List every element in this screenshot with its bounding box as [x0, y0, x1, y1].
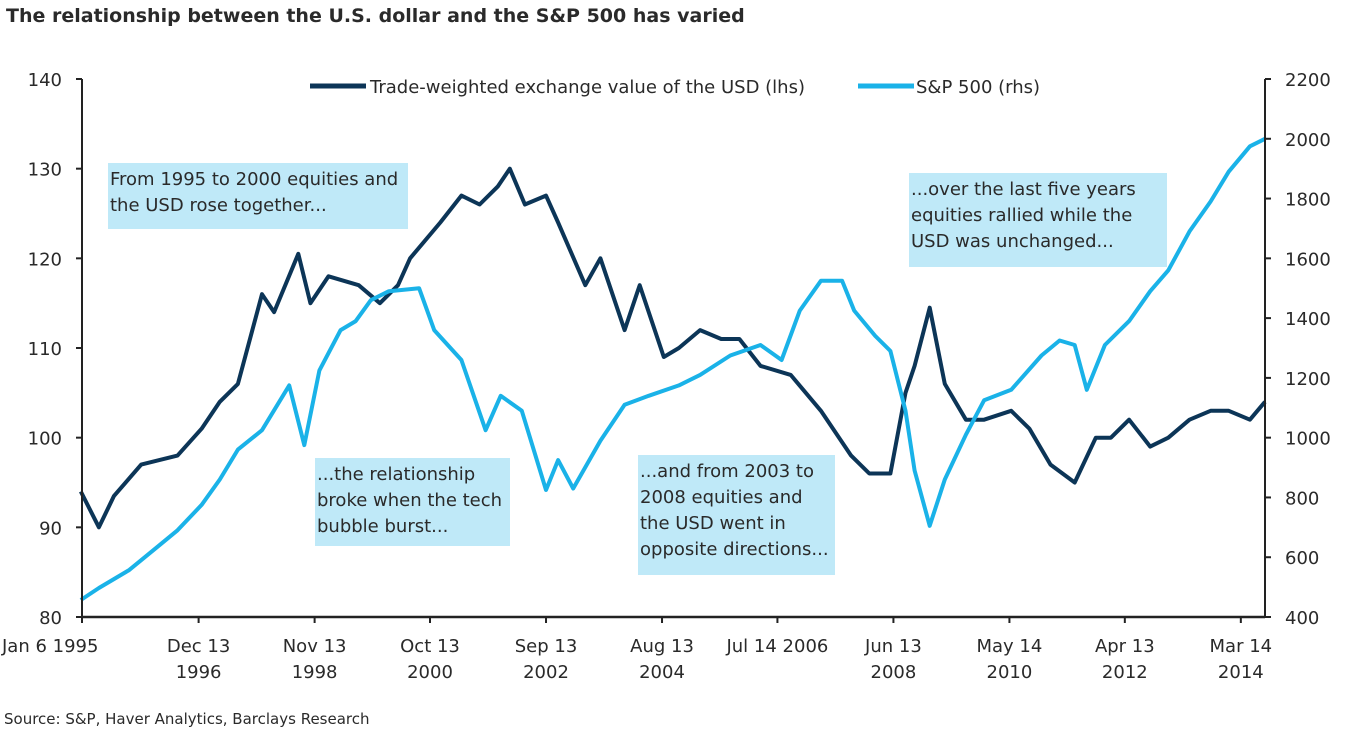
x-tick-label: Nov 13: [283, 636, 347, 657]
legend-label: Trade-weighted exchange value of the USD…: [369, 77, 805, 98]
annotation-background: [909, 173, 1167, 267]
annotation-text: equities rallied while the: [911, 205, 1132, 226]
y-right-tick-label: 1200: [1285, 369, 1331, 390]
y-right-tick-label: 2200: [1285, 70, 1331, 91]
annotation-text: USD was unchanged...: [911, 231, 1114, 252]
y-left-tick-label: 110: [28, 339, 62, 360]
annotation-background: [108, 163, 408, 229]
y-left-tick-label: 130: [28, 160, 62, 181]
y-right-tick-label: 1600: [1285, 249, 1331, 270]
annotation-text: ...the relationship: [317, 464, 475, 485]
y-right-tick-label: 1000: [1285, 429, 1331, 450]
x-tick-label: Oct 13: [400, 636, 460, 657]
annotation-text: the USD rose together...: [110, 195, 327, 216]
usd-series-line: [79, 166, 1267, 530]
legend-label: S&P 500 (rhs): [916, 77, 1040, 98]
annotation-text: 2008 equities and: [640, 487, 803, 508]
y-left-tick-label: 100: [28, 429, 62, 450]
x-tick-label: 2014: [1218, 662, 1264, 683]
y-left-tick-label: 90: [39, 518, 62, 539]
x-tick-label: Jan 6 1995: [1, 636, 98, 657]
chart-source: Source: S&P, Haver Analytics, Barclays R…: [4, 710, 370, 728]
x-tick-label: Dec 13: [167, 636, 230, 657]
chart-title: The relationship between the U.S. dollar…: [6, 5, 745, 27]
x-tick-label: 2000: [407, 662, 453, 683]
y-left-tick-label: 80: [39, 608, 62, 629]
x-tick-label: Jul 14 2006: [725, 636, 828, 657]
annotation-text: broke when the tech: [317, 490, 502, 511]
y-right-tick-label: 1800: [1285, 190, 1331, 211]
annotation-box: ...over the last five years equities rall…: [909, 173, 1167, 267]
x-tick-label: Sep 13: [515, 636, 578, 657]
y-left-tick-label: 140: [28, 70, 62, 91]
annotation-background: [638, 455, 835, 575]
annotations: From 1995 to 2000 equities and the USD ro…: [108, 163, 1167, 575]
annotation-box: From 1995 to 2000 equities and the USD ro…: [108, 163, 408, 229]
legend-item: Trade-weighted exchange value of the USD…: [310, 77, 805, 98]
x-tick-label: 1996: [176, 662, 222, 683]
sp500-series-line: [79, 137, 1266, 602]
series-lines: [79, 137, 1267, 602]
annotation-text: From 1995 to 2000 equities and: [110, 169, 398, 190]
y-left-tick-label: 120: [28, 249, 62, 270]
x-tick-label: 2012: [1102, 662, 1148, 683]
y-right-tick-label: 1400: [1285, 309, 1331, 330]
annotation-text: bubble burst...: [317, 516, 448, 537]
y-right-tick-label: 400: [1285, 608, 1319, 629]
y-right-tick-label: 2000: [1285, 130, 1331, 151]
y-right-tick-label: 600: [1285, 548, 1319, 569]
annotation-text: opposite directions...: [640, 539, 829, 560]
x-tick-label: Mar 14: [1210, 636, 1273, 657]
legend-item: S&P 500 (rhs): [858, 77, 1040, 98]
x-tick-label: 2004: [639, 662, 685, 683]
x-tick-label: 1998: [292, 662, 338, 683]
y-right-tick-label: 800: [1285, 488, 1319, 509]
annotation-text: ...over the last five years: [911, 179, 1136, 200]
annotation-text: the USD went in: [640, 513, 786, 534]
annotation-box: ...the relationship broke when the tech bu…: [315, 458, 510, 546]
annotation-box: ...and from 2003 to 2008 equities and the …: [638, 455, 835, 575]
legend: Trade-weighted exchange value of the USD…: [310, 77, 1040, 98]
x-tick-label: Jun 13: [864, 636, 922, 657]
x-tick-label: 2002: [523, 662, 569, 683]
x-tick-label: 2008: [871, 662, 917, 683]
axes: 80 90 100 110 120 130 140 400 600 800 1000 1200 1400…: [1, 70, 1331, 683]
annotation-text: ...and from 2003 to: [640, 461, 814, 482]
x-tick-label: Aug 13: [630, 636, 694, 657]
x-tick-label: 2010: [987, 662, 1033, 683]
annotation-background: [315, 458, 510, 546]
x-tick-label: May 14: [977, 636, 1043, 657]
x-tick-label: Apr 13: [1095, 636, 1155, 657]
